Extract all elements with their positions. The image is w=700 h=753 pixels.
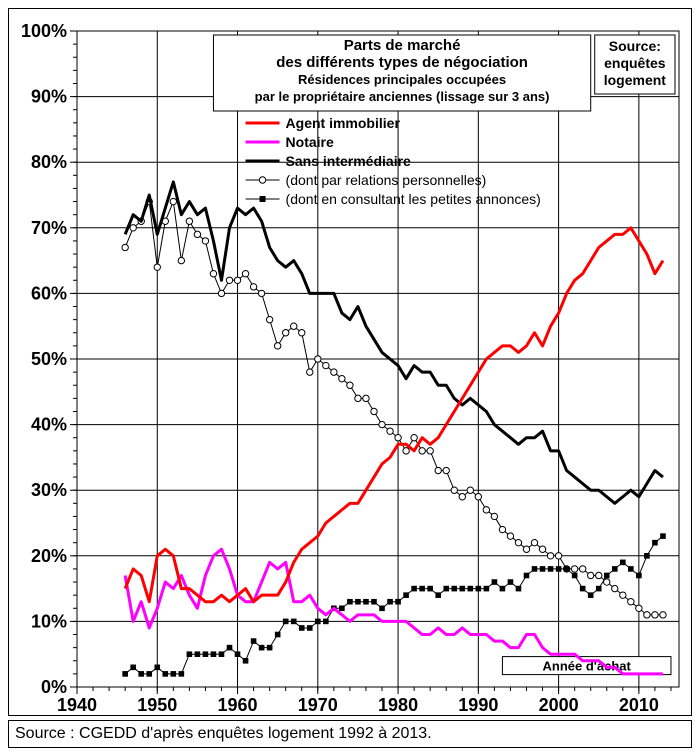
- legend-label-notaire: Notaire: [286, 134, 334, 150]
- legend-label-agent: Agent immobilier: [286, 115, 401, 131]
- y-tick-label: 60%: [31, 283, 67, 303]
- y-tick-label: 70%: [31, 218, 67, 238]
- title-line: par le propriétaire anciennes (lissage s…: [255, 89, 550, 104]
- chart-border: 1940 1950 1960 1970 1980 1990 2000 2010 0% 10% 20%…: [8, 8, 692, 716]
- y-tick-label: 40%: [31, 415, 67, 435]
- legend-label-annonces: (dont en consultant les petites annonces…: [286, 191, 541, 207]
- x-tick-label: 1980: [378, 695, 418, 715]
- y-tick-label: 30%: [31, 480, 67, 500]
- x-tick-label: 1950: [137, 695, 177, 715]
- caption: Source : CGEDD d'après enquêtes logement…: [8, 720, 692, 748]
- title-line: Résidences principales occupées: [298, 72, 506, 87]
- legend-label-sans: Sans intermédiaire: [286, 153, 411, 169]
- y-tick-label: 20%: [31, 546, 67, 566]
- source-line: enquêtes: [604, 55, 666, 71]
- x-tick-label: 1960: [218, 695, 258, 715]
- title-line: des différents types de négociation: [276, 54, 528, 71]
- y-tick-label: 0%: [41, 677, 67, 697]
- y-tick-label: 90%: [31, 87, 67, 107]
- source-line: Source:: [609, 38, 661, 54]
- legend-label-relations: (dont par relations personnelles): [286, 172, 487, 188]
- x-tick-label: 1990: [458, 695, 498, 715]
- chart-svg: 1940 1950 1960 1970 1980 1990 2000 2010 0% 10% 20%…: [9, 9, 691, 715]
- source-line: logement: [604, 72, 667, 88]
- y-tick-label: 100%: [21, 21, 67, 41]
- y-tick-label: 50%: [31, 349, 67, 369]
- x-tick-label: 1970: [298, 695, 338, 715]
- y-tick-label: 80%: [31, 152, 67, 172]
- chart-page: 1940 1950 1960 1970 1980 1990 2000 2010 0% 10% 20%…: [0, 0, 700, 753]
- x-tick-label: 2000: [539, 695, 579, 715]
- y-tick-label: 10%: [31, 611, 67, 631]
- x-tick-label: 1940: [57, 695, 97, 715]
- title-line: Parts de marché: [344, 37, 461, 54]
- x-tick-label: 2010: [619, 695, 659, 715]
